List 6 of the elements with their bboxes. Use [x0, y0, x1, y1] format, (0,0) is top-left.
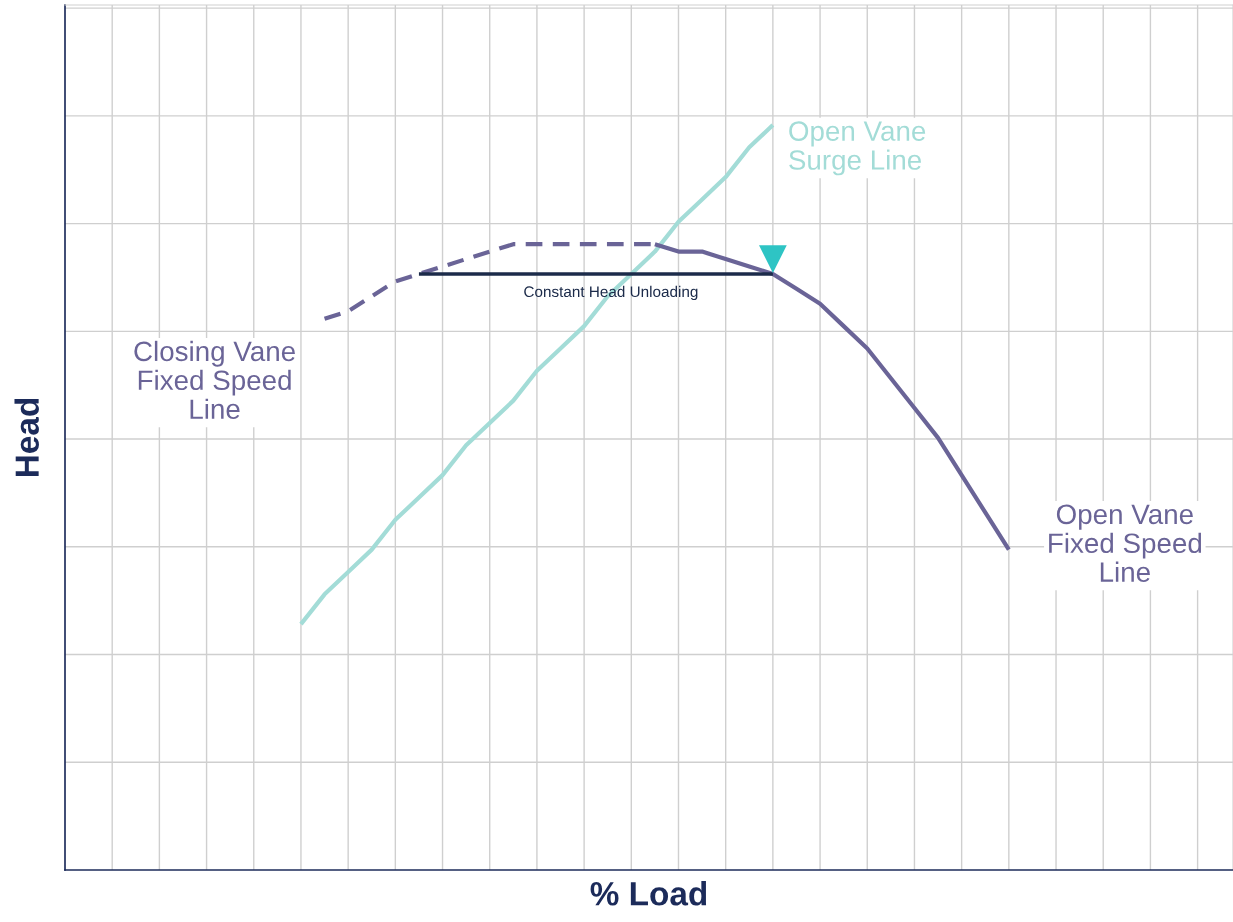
series-label: Open Vane Fixed Speed Line	[1049, 504, 1202, 582]
series-label: Open Vane Surge Line	[789, 121, 926, 176]
series-label: Constant Head Unloading	[524, 285, 698, 301]
series-label: Closing Vane Fixed Speed Line	[134, 340, 295, 420]
y-axis-title: Head	[14, 398, 39, 477]
x-axis-title: % Load	[590, 881, 707, 906]
